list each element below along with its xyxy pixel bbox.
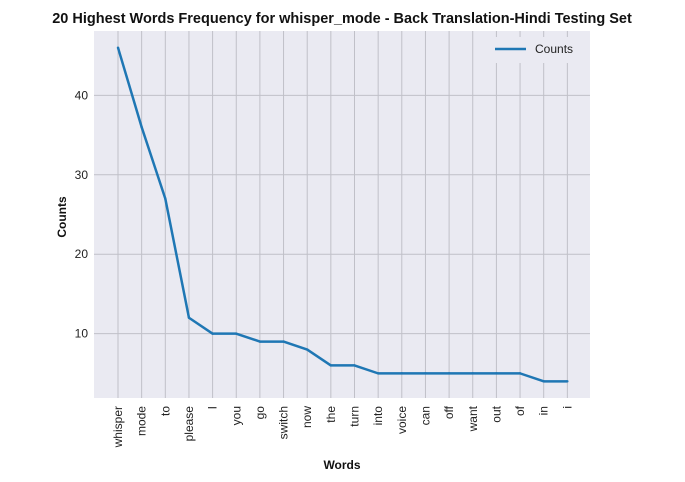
x-tick-label: want (466, 405, 480, 432)
data-point (400, 372, 403, 375)
data-point (353, 364, 356, 367)
y-tick-label: 30 (75, 168, 89, 182)
legend-label: Counts (535, 42, 573, 56)
data-point (566, 380, 569, 383)
series-layer (116, 46, 569, 383)
data-point (471, 372, 474, 375)
y-tick-label: 10 (75, 327, 89, 341)
x-tick-label: of (513, 405, 527, 416)
data-point (187, 316, 191, 319)
y-tick-label: 40 (75, 88, 89, 102)
data-point (211, 332, 214, 335)
data-point (495, 372, 498, 375)
chart-title: 20 Highest Words Frequency for whisper_m… (52, 11, 632, 27)
grid (94, 31, 590, 398)
x-tick-label: out (489, 405, 503, 422)
data-point (542, 380, 545, 383)
data-point (140, 125, 143, 129)
x-tick-label: whisper (111, 406, 125, 448)
data-point (306, 348, 309, 351)
data-point (424, 372, 427, 375)
data-point (282, 340, 285, 343)
plot-area (94, 31, 590, 398)
y-tick-labels: 10 20 30 40 (75, 88, 89, 340)
series-line (116, 47, 568, 383)
x-tick-label: you (229, 406, 243, 425)
x-tick-label: into (371, 406, 385, 426)
x-axis-label: Words (323, 458, 360, 472)
x-tick-label: go (253, 406, 267, 420)
x-tick-label: the (324, 406, 338, 423)
x-tick-label: can (418, 406, 432, 425)
x-tick-label: please (182, 406, 196, 442)
data-point (258, 340, 262, 343)
data-point (116, 46, 120, 49)
data-point (329, 364, 333, 367)
data-point (164, 197, 167, 200)
x-tick-label: i (560, 406, 574, 409)
x-tick-label: turn (348, 406, 362, 427)
x-tick-label: switch (277, 406, 291, 439)
data-point (235, 332, 238, 335)
y-tick-label: 20 (75, 247, 89, 261)
x-tick-label: voice (395, 406, 409, 434)
x-tick-label: mode (135, 406, 149, 436)
x-tick-label: to (158, 406, 172, 416)
x-tick-label: in (537, 406, 551, 415)
data-point (447, 372, 451, 375)
x-tick-label: now (300, 406, 314, 428)
data-point (518, 372, 522, 375)
x-tick-label: off (442, 405, 456, 419)
y-axis-label: Counts (55, 196, 69, 238)
data-point (376, 372, 380, 375)
legend: Counts (489, 37, 585, 63)
x-tick-label: I (206, 406, 220, 409)
